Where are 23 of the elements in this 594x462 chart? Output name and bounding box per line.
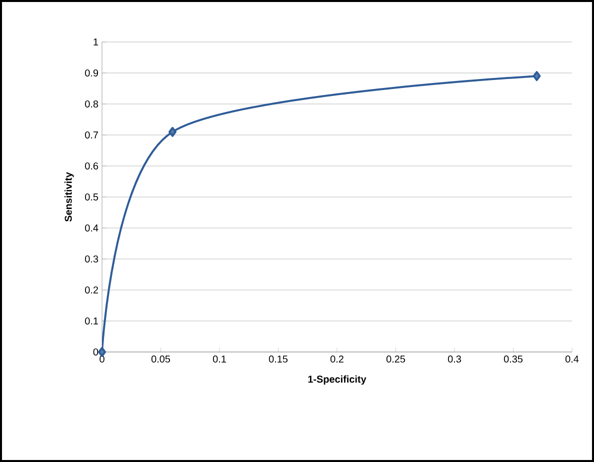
x-tick-label: 0.15 [268,356,288,363]
x-tick-label: 0.2 [330,356,344,363]
y-tick-label: 0.8 [85,100,98,108]
x-axis-title: 1-Specificity [308,375,366,385]
point [532,71,541,82]
y-tick-label: 0.6 [85,162,98,170]
point [168,126,177,137]
y-tick-label: 0.7 [85,131,98,139]
y-tick-label: 0.3 [85,255,98,263]
y-axis-title: Sensitivity [64,172,74,222]
x-tick-label: 0.05 [151,356,170,363]
x-tick-label: 0.1 [212,356,226,363]
x-tick-label: 0.4 [565,356,579,363]
y-tick-label: 0.1 [85,317,98,325]
y-tick-label: 0.2 [85,286,98,294]
y-tick-label: 0.5 [85,193,98,201]
x-tick-label: 0.35 [504,356,523,363]
y-tick-label: 0.9 [85,69,98,77]
y-tick-label: 0.4 [85,224,98,232]
x-tick-label: 0.25 [386,356,406,363]
x-tick-label: 0.3 [448,356,461,363]
y-tick-label: 0 [93,348,98,356]
y-tick-label: 1 [94,38,98,46]
